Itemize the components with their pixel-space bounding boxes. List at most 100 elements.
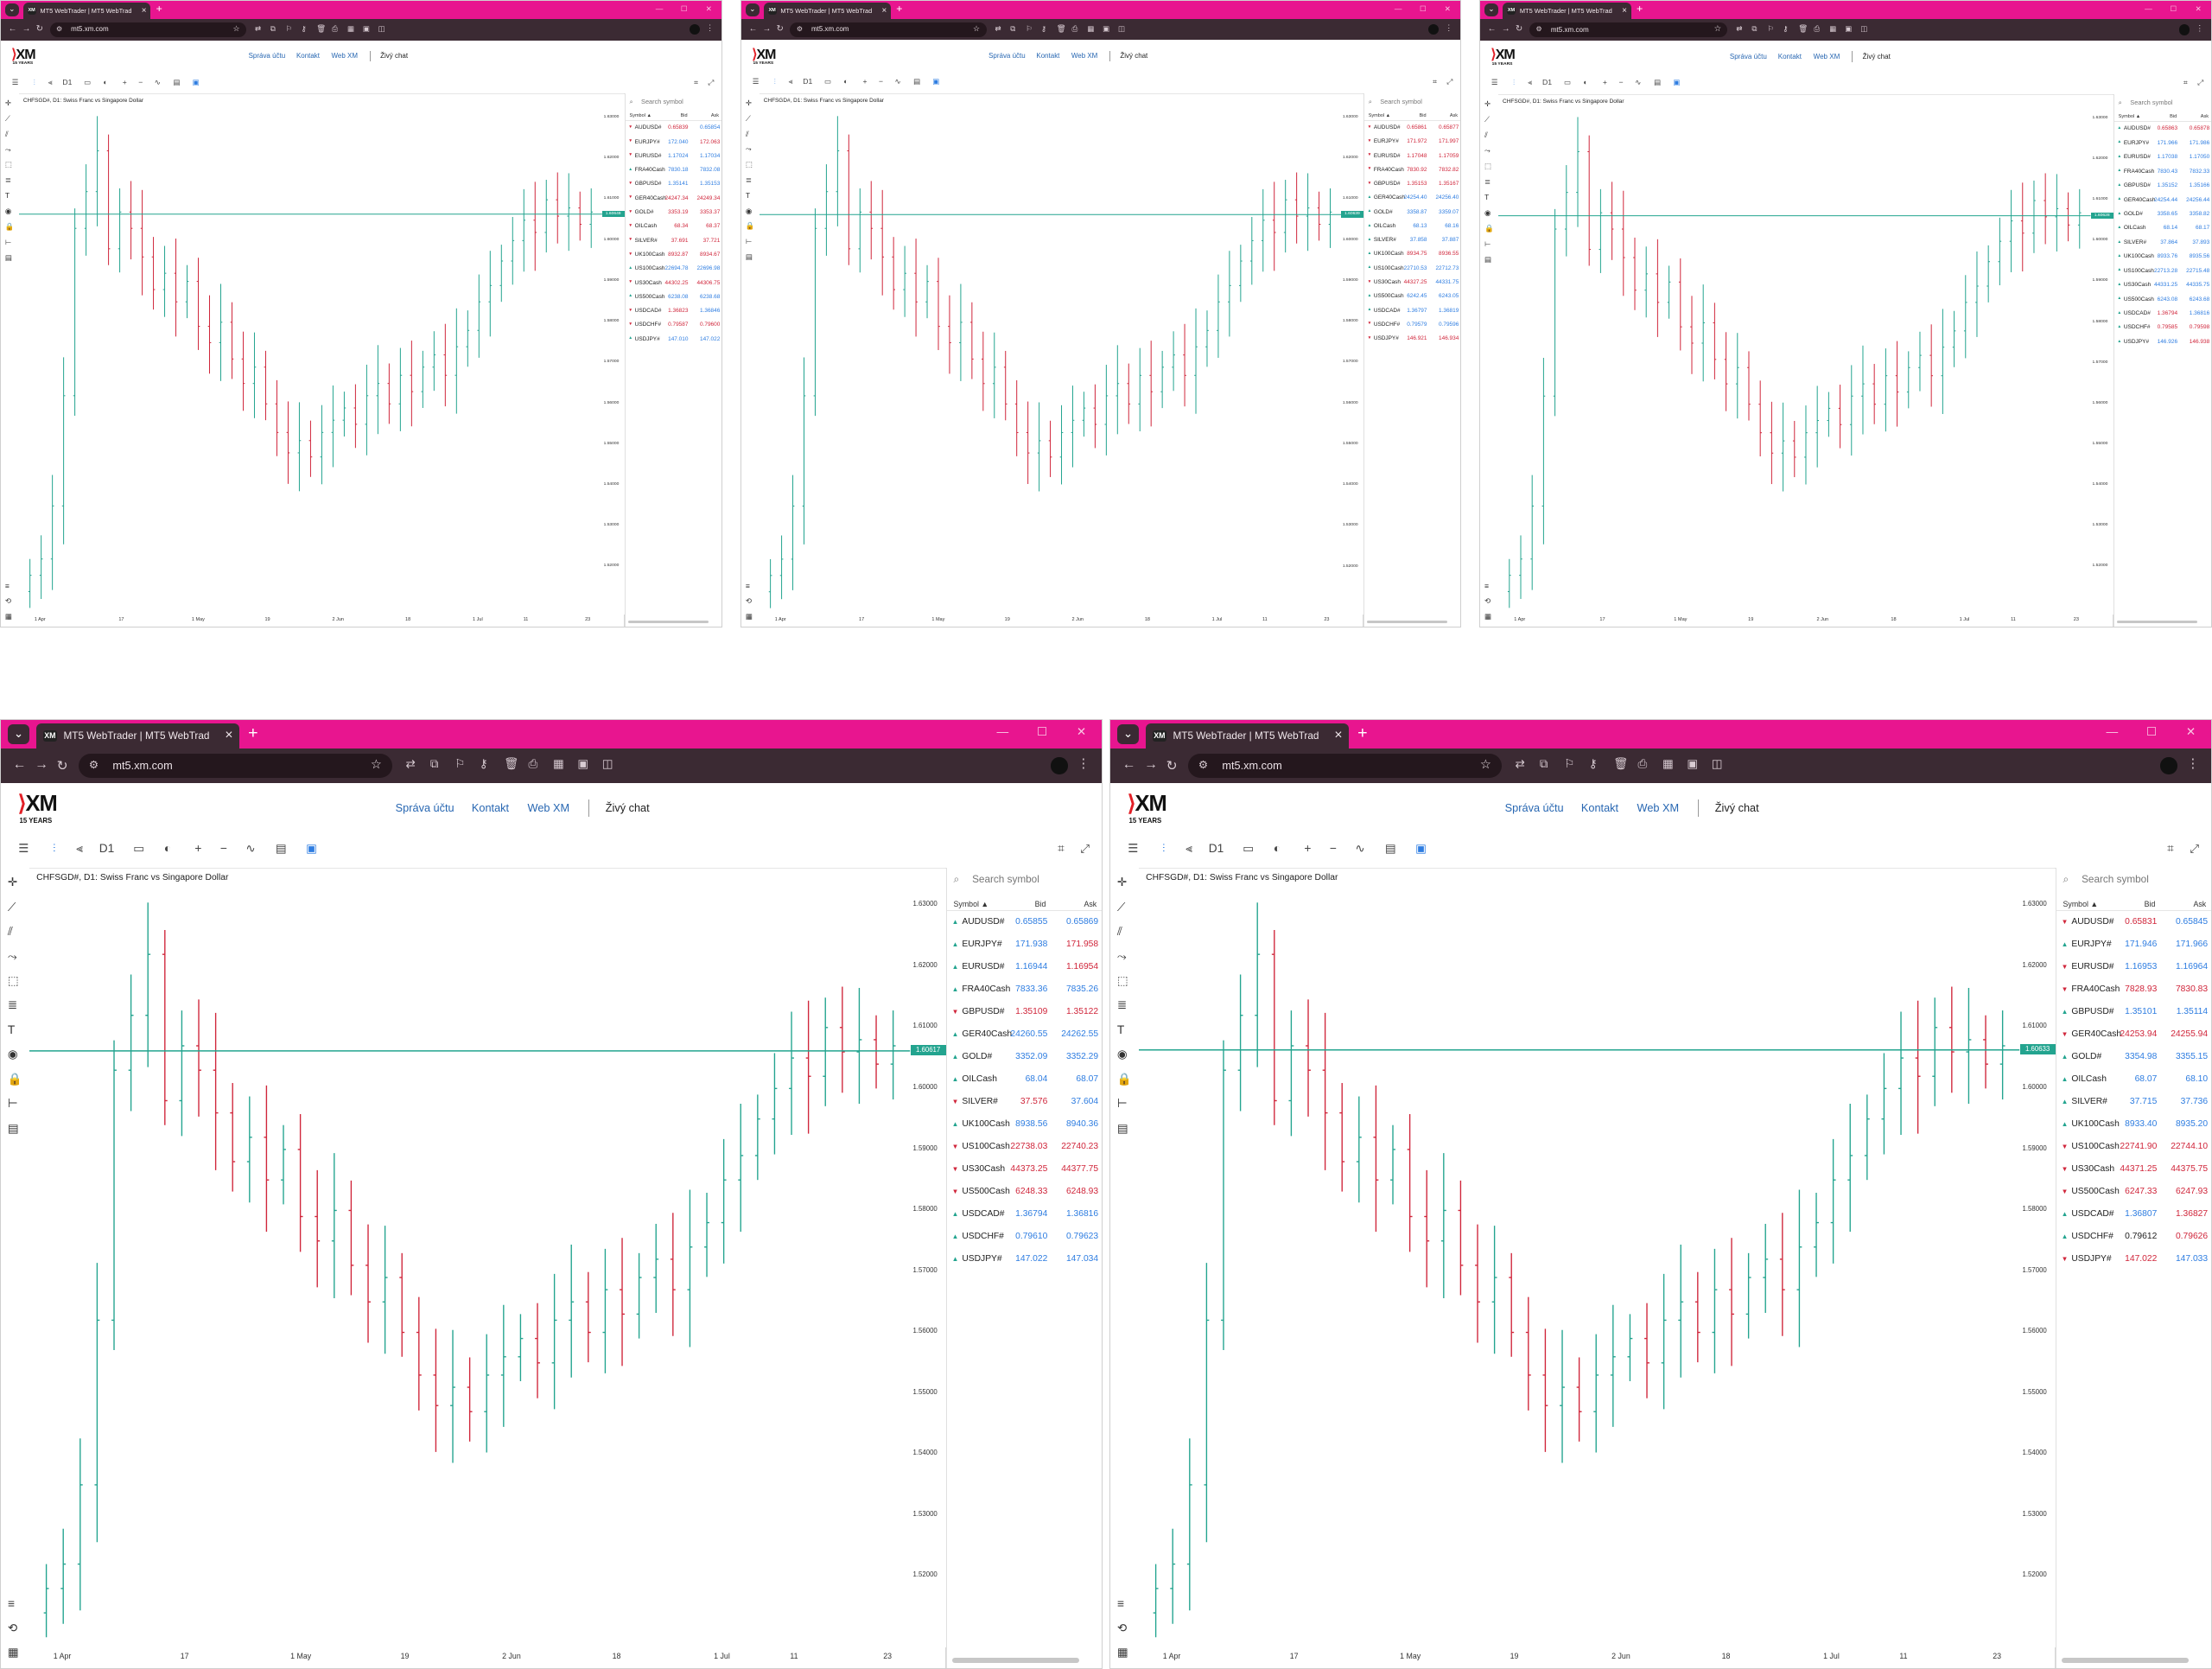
trash-icon[interactable]: 🗑 [316,24,327,34]
list-icon[interactable]: ≡ [7,1597,15,1611]
watchlist-row[interactable]: ▼ GBPUSD# 1.35153 1.35167 [1364,179,1460,191]
watchlist-row[interactable]: ▲ US500Cash 6243.08 6243.68 [2114,295,2211,307]
profile-avatar[interactable] [1051,757,1068,774]
minimize-window-button[interactable]: — [996,724,1009,738]
browser-menu-icon[interactable]: ⋮ [1077,757,1090,772]
horizontal-scrollbar[interactable] [1367,620,1447,624]
address-bar[interactable]: ⚙ mt5.xm.com ☆ [49,22,247,37]
watchlist-row[interactable]: ▲ UK100Cash 8934.75 8936.55 [1364,250,1460,262]
site-info-icon[interactable]: ⚙ [55,24,63,33]
screenshot-disabled-icon[interactable]: ▭ [84,77,92,86]
tab-list-button[interactable]: ⌄ [4,3,19,16]
shape-icon[interactable]: ⬚ [4,160,13,169]
watchlist-row[interactable]: ▲ US500Cash 6242.45 6243.05 [1364,291,1460,303]
profile-avatar[interactable] [690,24,701,35]
back-icon[interactable]: ← [8,24,17,35]
translate-icon[interactable]: ⇄ [405,757,416,771]
trash-drawings-icon[interactable]: ▤ [1116,1121,1128,1135]
lock-icon[interactable]: ⚐ [1026,24,1033,33]
visibility-eye-icon[interactable]: ◉ [1116,1048,1128,1061]
address-bar[interactable]: ⚙ mt5.xm.com ☆ [79,754,392,778]
chart-area[interactable]: CHFSGD#, D1: Swiss Franc vs Singapore Do… [1139,867,2056,1668]
close-window-button[interactable]: ✕ [2195,3,2202,13]
watchlist-row[interactable]: ▼ EURUSD# 1.16953 1.16964 [2056,959,2211,978]
layout-icon[interactable]: ▦ [4,611,13,621]
chart-area[interactable]: CHFSGD#, D1: Swiss Franc vs Singapore Do… [29,867,946,1668]
back-icon[interactable]: ← [1122,757,1136,773]
screenshot-disabled-icon[interactable]: ▭ [133,842,145,856]
indicators-icon[interactable]: ⫷ [1528,78,1533,87]
header-link-contact[interactable]: Kontakt [296,52,321,61]
forward-icon[interactable]: → [35,757,48,773]
symbol-search-input[interactable]: ⌕ Search symbol [954,874,1098,885]
text-tool-icon[interactable]: T [7,1022,16,1036]
watchlist-row[interactable]: ▼ USDJPY# 146.921 146.934 [1364,334,1460,346]
watchlist-row[interactable]: ▼ SILVER# 37.691 37.721 [626,236,721,248]
xm-logo[interactable]: ⟩XM [17,792,58,817]
fibonacci-icon[interactable]: ≣ [1484,176,1491,186]
watchlist-row[interactable]: ▼ GER40Cash 24253.94 24255.94 [2056,1027,2211,1046]
site-info-icon[interactable]: ⚙ [796,24,803,33]
header-link-account[interactable]: Správa účtu [1504,801,1564,815]
hamburger-menu-icon[interactable]: ☰ [1491,78,1498,87]
xm-logo[interactable]: ⟩XM [1127,792,1167,817]
column-bid-header[interactable]: Bid [2144,899,2156,908]
indicators-icon[interactable]: ⫷ [76,842,83,856]
lock-drawings-icon[interactable]: 🔒 [4,221,15,231]
fullscreen-icon[interactable]: ⤢ [2197,78,2204,87]
trash-drawings-icon[interactable]: ▤ [4,252,13,262]
watchlist-row[interactable]: ▲ FRA40Cash 7830.43 7832.33 [2114,167,2211,179]
reader-icon[interactable]: ▦ [1662,757,1674,771]
watchlist-row[interactable]: ▲ GBPUSD# 1.35101 1.35114 [2056,1004,2211,1023]
theme-color-icon[interactable]: ◐ [163,842,172,856]
column-ask-header[interactable]: Ask [2200,114,2209,120]
watchlist-row[interactable]: ▲ US100Cash 22694.78 22696.98 [626,264,721,276]
zoom-in-button[interactable]: + [1602,78,1607,87]
indicator-add-icon[interactable]: ∿ [894,77,901,86]
camera-icon[interactable]: ⌗ [2183,78,2188,87]
close-window-button[interactable]: ✕ [705,3,712,13]
watchlist-row[interactable]: ▲ EURUSD# 1.17038 1.17050 [2114,152,2211,164]
watchlist-row[interactable]: ▲ FRA40Cash 7833.36 7835.26 [947,982,1102,1001]
list-icon[interactable]: ≡ [4,582,10,591]
watchlist-row[interactable]: ▼ US30Cash 44302.25 44306.75 [626,278,721,290]
watchlist-row[interactable]: ▲ GER40Cash 24254.40 24256.40 [1364,194,1460,206]
bar-chart-type-icon[interactable]: ⫶ [773,77,776,86]
calendar-icon[interactable]: ▤ [275,842,287,856]
watchlist-row[interactable]: ▼ EURJPY# 171.972 171.997 [1364,137,1460,149]
watchlist-row[interactable]: ▼ GBPUSD# 1.35141 1.35153 [626,180,721,192]
visibility-eye-icon[interactable]: ◉ [7,1048,18,1061]
symbol-search-input[interactable]: ⌕ Search symbol [2063,874,2208,885]
watchlist-row[interactable]: ▲ EURJPY# 171.938 171.958 [947,937,1102,956]
fibonacci-icon[interactable]: ≣ [7,998,18,1012]
camera-icon[interactable]: ⌗ [694,77,698,86]
watchlist-row[interactable]: ▲ OILCash 68.07 68.10 [2056,1072,2211,1091]
translate-icon[interactable]: ⇄ [995,24,1001,33]
zoom-in-button[interactable]: + [1304,842,1312,856]
column-symbol-header[interactable]: Symbol ▲ [953,899,989,908]
print-icon[interactable]: ⎙ [1637,757,1648,771]
trend-line-icon[interactable]: ⟋ [1484,115,1491,124]
bookmark-star-icon[interactable]: ☆ [232,24,240,34]
pen-icon[interactable]: ⤳ [745,144,752,154]
forward-icon[interactable]: → [22,24,31,35]
layout-icon[interactable]: ▦ [745,611,753,621]
watchlist-row[interactable]: ▼ US30Cash 44371.25 44375.75 [2056,1162,2211,1181]
lock-icon[interactable]: ⚐ [1767,24,1775,34]
fibonacci-icon[interactable]: ≣ [745,175,753,184]
horizontal-scrollbar[interactable] [951,1658,1079,1664]
xm-logo[interactable]: ⟩XM [752,47,776,62]
crosshair-icon[interactable]: ✛ [1116,876,1128,889]
lock-icon[interactable]: ⚐ [285,24,293,34]
password-icon[interactable]: ⚷ [1040,24,1047,33]
new-tab-button[interactable]: + [1637,3,1643,16]
horizontal-scrollbar[interactable] [2061,1658,2189,1664]
timeframe-selector[interactable]: D1 [99,842,115,856]
crosshair-icon[interactable]: ✛ [4,99,12,108]
live-chat-link[interactable]: Živý chat [1714,801,1759,815]
watchlist-row[interactable]: ▼ GOLD# 3353.19 3353.37 [626,207,721,220]
shape-icon[interactable]: ⬚ [7,973,19,987]
column-ask-header[interactable]: Ask [1084,899,1097,908]
column-bid-header[interactable]: Bid [1034,899,1046,908]
camera-icon[interactable]: ⌗ [2167,842,2174,856]
